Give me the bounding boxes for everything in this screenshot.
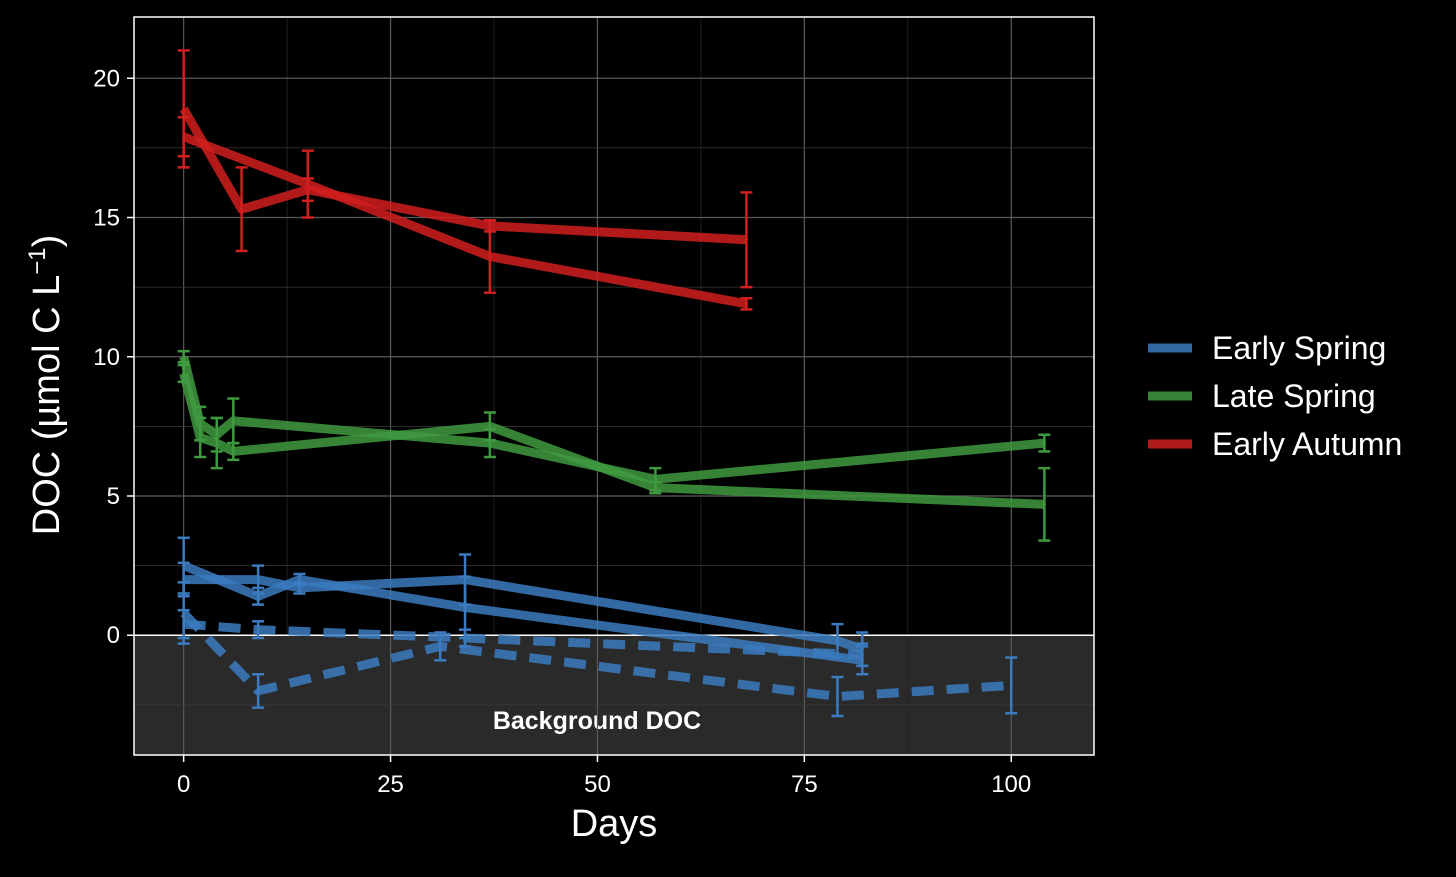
data-point bbox=[231, 449, 235, 453]
data-point bbox=[182, 355, 186, 359]
data-point bbox=[182, 107, 186, 111]
data-point bbox=[240, 207, 244, 211]
y-axis-title-exponent: −1 bbox=[24, 247, 51, 274]
y-axis-title-close: ) bbox=[26, 235, 68, 248]
legend-label-early-autumn: Early Autumn bbox=[1212, 426, 1402, 462]
x-axis-title: Days bbox=[571, 803, 658, 845]
axes: 0 25 50 75 100 0 5 10 15 20 bbox=[93, 16, 1095, 798]
data-point bbox=[182, 371, 186, 375]
x-tick-label: 50 bbox=[584, 771, 611, 798]
data-point bbox=[182, 578, 186, 582]
series-line-early-spring bbox=[183, 619, 863, 660]
data-point bbox=[463, 578, 467, 582]
data-point bbox=[306, 182, 310, 186]
series-layer bbox=[177, 49, 1051, 718]
data-point bbox=[653, 486, 657, 490]
x-tick-label: 0 bbox=[177, 771, 190, 798]
data-point bbox=[198, 436, 202, 440]
legend: Early Spring Late Spring Early Autumn bbox=[1148, 330, 1402, 462]
x-tick-label: 25 bbox=[377, 771, 404, 798]
data-point bbox=[1042, 502, 1046, 506]
data-point bbox=[835, 695, 839, 699]
y-tick-label: 15 bbox=[93, 205, 120, 232]
y-tick-label: 10 bbox=[93, 344, 120, 371]
data-point bbox=[256, 594, 260, 598]
data-point bbox=[256, 628, 260, 632]
data-point bbox=[231, 419, 235, 423]
x-tick-label: 100 bbox=[991, 771, 1031, 798]
legend-label-early-spring: Early Spring bbox=[1212, 330, 1386, 366]
y-tick-label: 0 bbox=[107, 622, 120, 649]
data-point bbox=[298, 578, 302, 582]
data-point bbox=[488, 424, 492, 428]
data-point bbox=[835, 639, 839, 643]
data-point bbox=[744, 302, 748, 306]
data-point bbox=[298, 586, 302, 590]
data-point bbox=[182, 135, 186, 139]
data-point bbox=[744, 238, 748, 242]
legend-label-late-spring: Late Spring bbox=[1212, 378, 1376, 414]
series-line-early-autumn bbox=[182, 132, 748, 309]
plot-panel-border bbox=[133, 16, 1095, 756]
data-point bbox=[860, 647, 864, 651]
x-tick-label: 75 bbox=[791, 771, 818, 798]
y-tick-label: 5 bbox=[107, 483, 120, 510]
data-point bbox=[488, 255, 492, 259]
background-band bbox=[134, 635, 1094, 755]
data-point bbox=[1009, 683, 1013, 687]
data-point bbox=[463, 605, 467, 609]
data-point bbox=[256, 578, 260, 582]
data-point bbox=[438, 644, 442, 648]
data-point bbox=[256, 689, 260, 693]
background-band-layer: Background DOC bbox=[134, 635, 1094, 755]
data-point bbox=[653, 477, 657, 481]
y-axis-title-main: DOC (µmol C L bbox=[26, 275, 68, 535]
data-point bbox=[182, 622, 186, 626]
y-tick-label: 20 bbox=[93, 65, 120, 92]
data-point bbox=[215, 441, 219, 445]
series-line-early-spring bbox=[183, 575, 864, 654]
y-axis-title: DOC (µmol C L−1) bbox=[24, 235, 68, 536]
data-point bbox=[488, 441, 492, 445]
data-point bbox=[1042, 441, 1046, 445]
